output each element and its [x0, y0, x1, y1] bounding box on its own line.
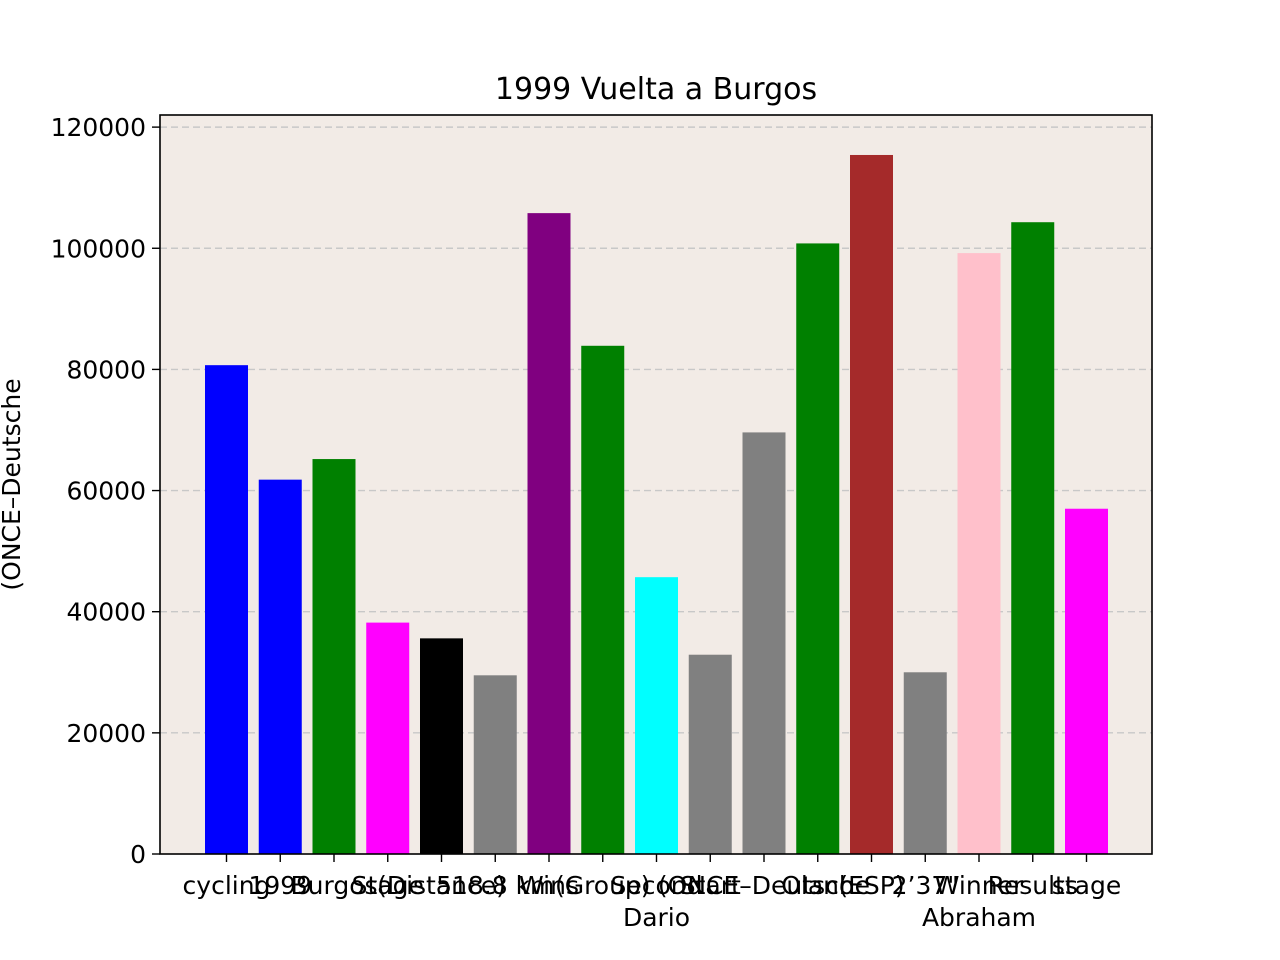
x-tick-label: 2’37": [892, 871, 959, 900]
x-tick-label: Stage: [352, 871, 424, 900]
bar: [366, 622, 410, 854]
bar: [420, 638, 463, 854]
y-tick-label: 100000: [51, 234, 146, 263]
bar: [688, 654, 732, 854]
x-tick-label: (ONCE–Deutsche: [658, 871, 870, 900]
x-tick-label: (Group): [555, 871, 651, 900]
bar: [903, 672, 947, 854]
y-tick-label: 40000: [66, 598, 146, 627]
x-tick-label: stage: [1052, 871, 1121, 900]
y-tick-label: 120000: [51, 113, 146, 142]
y-tick-label: 20000: [66, 719, 146, 748]
bar: [957, 253, 1001, 854]
x-tick-label: Burgos: [290, 871, 377, 900]
x-tick-label: (ESP): [838, 871, 904, 900]
bar: [1065, 508, 1108, 854]
bar: [312, 459, 356, 854]
y-tick-label: 80000: [66, 355, 146, 384]
y-tick-label: 0: [130, 840, 146, 869]
bar: [1011, 222, 1055, 854]
bar: [635, 577, 678, 854]
chart-title: 1999 Vuelta a Burgos: [495, 72, 817, 107]
bar: [527, 213, 571, 854]
bar: [796, 243, 840, 855]
y-tick-label: 60000: [66, 477, 146, 506]
x-tick-label: cycling: [183, 871, 271, 900]
y-axis: 0 20000 40000 60000 80000 100000 120000: [51, 113, 160, 869]
bars-group: [205, 154, 1108, 855]
x-tick-label: Start: [680, 871, 741, 900]
bar: [581, 345, 625, 854]
bar: [205, 365, 248, 854]
bar: [258, 479, 302, 854]
bar: [473, 675, 517, 854]
y-axis-label: (ONCE–Deutsche: [0, 378, 26, 590]
x-tick-label: 518.8 km: [436, 871, 554, 900]
x-tick-label: 1999: [248, 871, 312, 900]
x-tick-label: Olano: [781, 871, 854, 900]
bar: [850, 154, 893, 854]
x-tick-label: (Distance): [377, 871, 506, 900]
x-tick-label: Winner Abraham: [922, 871, 1036, 932]
bar: [742, 432, 786, 854]
x-tick-label: Wins: [519, 871, 579, 900]
x-tick-label: Second Dario: [610, 871, 702, 932]
x-tick-label: Results: [988, 871, 1078, 900]
